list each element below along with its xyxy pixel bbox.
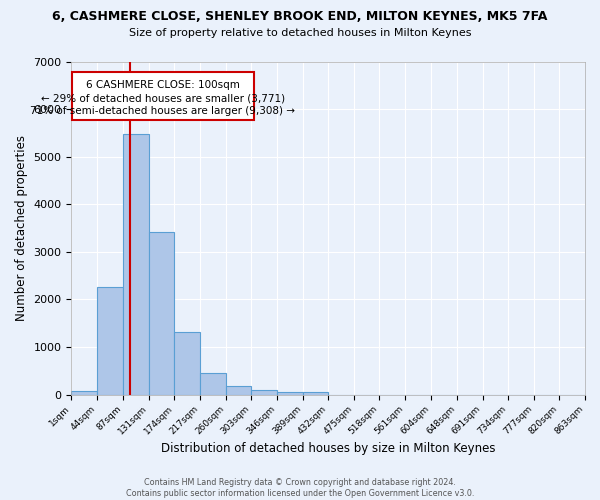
Bar — [251, 390, 277, 394]
Bar — [277, 392, 302, 394]
Bar — [149, 232, 175, 394]
Text: Contains HM Land Registry data © Crown copyright and database right 2024.
Contai: Contains HM Land Registry data © Crown c… — [126, 478, 474, 498]
FancyBboxPatch shape — [72, 72, 254, 120]
Text: ← 29% of detached houses are smaller (3,771): ← 29% of detached houses are smaller (3,… — [41, 93, 285, 103]
Text: Size of property relative to detached houses in Milton Keynes: Size of property relative to detached ho… — [129, 28, 471, 38]
Bar — [97, 286, 122, 395]
Bar — [71, 391, 97, 394]
Bar — [200, 373, 226, 394]
Text: 6 CASHMERE CLOSE: 100sqm: 6 CASHMERE CLOSE: 100sqm — [86, 80, 240, 90]
Bar — [122, 134, 149, 394]
X-axis label: Distribution of detached houses by size in Milton Keynes: Distribution of detached houses by size … — [161, 442, 496, 455]
Text: 71% of semi-detached houses are larger (9,308) →: 71% of semi-detached houses are larger (… — [31, 106, 295, 116]
Bar — [175, 332, 200, 394]
Y-axis label: Number of detached properties: Number of detached properties — [15, 135, 28, 321]
Text: 6, CASHMERE CLOSE, SHENLEY BROOK END, MILTON KEYNES, MK5 7FA: 6, CASHMERE CLOSE, SHENLEY BROOK END, MI… — [52, 10, 548, 23]
Bar — [302, 392, 328, 394]
Bar — [226, 386, 251, 394]
